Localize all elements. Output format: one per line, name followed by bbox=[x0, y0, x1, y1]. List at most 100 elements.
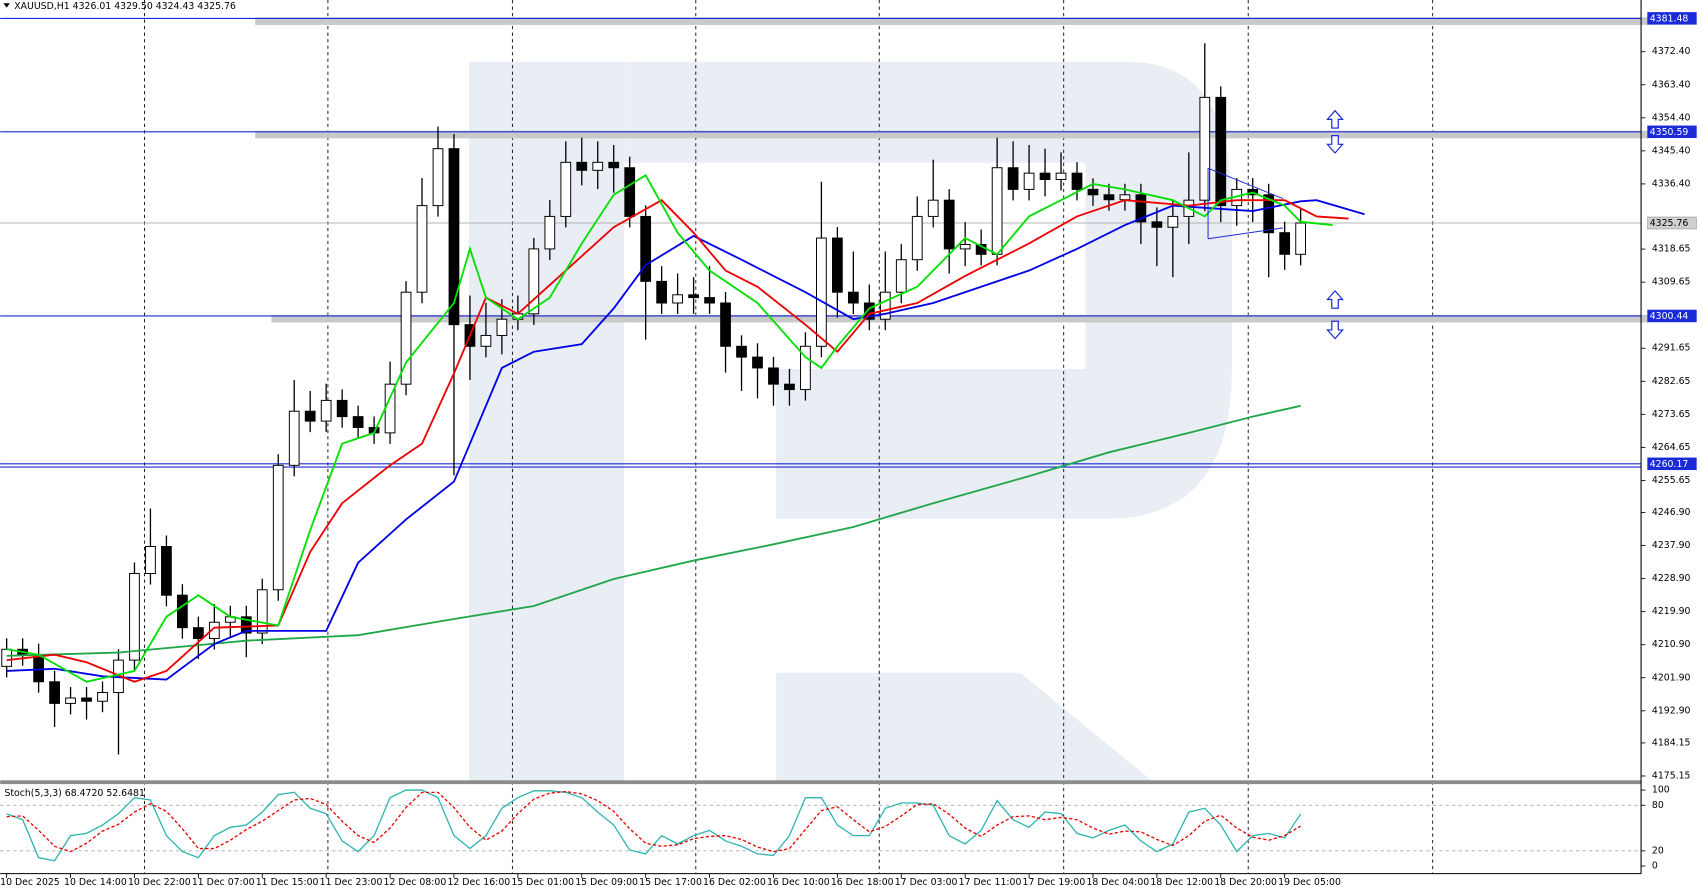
candle-body bbox=[704, 297, 715, 304]
x-tick-label: 15 Dec 01:00 bbox=[511, 877, 574, 888]
level-zone bbox=[255, 130, 1650, 139]
candle-body bbox=[97, 692, 108, 702]
candle-body bbox=[656, 280, 668, 304]
candle-body bbox=[145, 546, 156, 575]
candle-body bbox=[560, 161, 572, 217]
candle-body bbox=[847, 291, 859, 304]
candle-body bbox=[991, 167, 1003, 255]
x-tick-label: 16 Dec 10:00 bbox=[767, 877, 830, 888]
candle-body bbox=[1055, 172, 1067, 181]
y-tick-label: 80 bbox=[1652, 800, 1664, 811]
candle-body bbox=[927, 199, 939, 217]
symbol-header: XAUUSD,H1 4326.01 4329.50 4324.43 4325.7… bbox=[14, 1, 236, 12]
x-tick-label: 12 Dec 08:00 bbox=[384, 877, 447, 888]
candle-body bbox=[1295, 222, 1307, 255]
x-tick-label: 19 Dec 05:00 bbox=[1278, 877, 1341, 888]
candle-body bbox=[608, 161, 620, 169]
level-label-box bbox=[1647, 457, 1697, 471]
level-zone bbox=[255, 17, 1650, 25]
candle-body bbox=[1167, 215, 1179, 228]
candle-body bbox=[480, 334, 492, 347]
candle-body bbox=[688, 294, 699, 299]
y-tick-label: 4255.65 bbox=[1652, 475, 1691, 486]
arrow-down bbox=[1326, 320, 1344, 340]
candle-body bbox=[65, 697, 76, 704]
level-label-box bbox=[1647, 216, 1697, 230]
candle-body bbox=[304, 410, 316, 422]
y-tick-label: 4273.65 bbox=[1652, 409, 1691, 420]
y-tick-label: 0 bbox=[1652, 861, 1658, 872]
moving-average bbox=[6, 174, 1333, 683]
candle-body bbox=[800, 345, 811, 391]
candle-body bbox=[768, 367, 779, 385]
level-label: 4381.48 bbox=[1650, 13, 1689, 24]
level-label-box bbox=[1647, 309, 1697, 323]
candle-body bbox=[177, 594, 188, 629]
x-tick-label: 16 Dec 02:00 bbox=[703, 877, 766, 888]
candle-body bbox=[1151, 221, 1163, 228]
candle-body bbox=[1103, 194, 1115, 201]
candle-body bbox=[863, 302, 875, 320]
level-zone bbox=[271, 314, 1650, 323]
candle-body bbox=[256, 589, 268, 634]
candle-body bbox=[784, 383, 795, 391]
candle-body bbox=[624, 167, 636, 217]
candle-body bbox=[352, 416, 364, 428]
candle-body bbox=[416, 205, 428, 293]
candle-body bbox=[1023, 172, 1035, 190]
watermark-bowl bbox=[624, 61, 1232, 519]
candle-body bbox=[640, 215, 652, 282]
triangle-lines bbox=[1207, 167, 1284, 240]
x-tick-label: 11 Dec 15:00 bbox=[256, 877, 319, 888]
x-tick-label: 17 Dec 11:00 bbox=[959, 877, 1022, 888]
candle-body bbox=[129, 573, 140, 661]
x-tick-label: 11 Dec 07:00 bbox=[192, 877, 255, 888]
candle-body bbox=[1263, 194, 1275, 234]
arrow-up bbox=[1326, 289, 1344, 309]
x-tick-label: 17 Dec 19:00 bbox=[1023, 877, 1086, 888]
y-tick-label: 4219.90 bbox=[1652, 606, 1691, 617]
y-tick-label: 4291.65 bbox=[1652, 343, 1691, 354]
candle-body bbox=[192, 627, 204, 639]
candle-body bbox=[1007, 167, 1019, 190]
candle-body bbox=[496, 318, 508, 336]
y-tick-label: 4345.40 bbox=[1652, 145, 1691, 156]
candle-body bbox=[576, 161, 588, 171]
level-label-box bbox=[1647, 125, 1697, 139]
y-tick-label: 20 bbox=[1652, 845, 1664, 856]
candle-body bbox=[1071, 172, 1083, 190]
candle-body bbox=[1135, 194, 1147, 223]
arrow-up bbox=[1326, 109, 1344, 129]
level-label-box bbox=[1647, 12, 1697, 25]
y-tick-label: 4309.65 bbox=[1652, 277, 1691, 288]
candle-body bbox=[432, 148, 444, 207]
levels bbox=[0, 17, 1650, 468]
candle-body bbox=[161, 546, 172, 596]
candle-body bbox=[736, 345, 747, 358]
candle-body bbox=[49, 681, 60, 704]
y-tick-label: 4363.40 bbox=[1652, 79, 1691, 90]
y-tick-label: 4264.65 bbox=[1652, 442, 1691, 453]
candle-body bbox=[1, 648, 13, 667]
candle-body bbox=[208, 621, 220, 639]
watermark-leg bbox=[776, 672, 1153, 782]
moving-average bbox=[6, 199, 1365, 681]
candle-body bbox=[33, 654, 44, 683]
price-plot bbox=[1, 43, 1365, 755]
menu-triangle bbox=[3, 3, 10, 8]
y-tick-label: 4228.90 bbox=[1652, 573, 1691, 584]
y-tick-label: 4282.65 bbox=[1652, 376, 1691, 387]
candle-body bbox=[592, 161, 604, 171]
candle-body bbox=[959, 244, 971, 250]
candle-body bbox=[720, 302, 731, 347]
y-tick-label: 4201.90 bbox=[1652, 672, 1691, 683]
candle-body bbox=[943, 199, 955, 250]
level-label: 4325.76 bbox=[1650, 218, 1689, 229]
y-tick-label: 4354.40 bbox=[1652, 112, 1691, 123]
candle-body bbox=[81, 697, 92, 702]
candle-body bbox=[1119, 194, 1131, 201]
candle-body bbox=[1087, 188, 1099, 196]
candle-body bbox=[448, 148, 460, 326]
candle-body bbox=[320, 399, 332, 422]
